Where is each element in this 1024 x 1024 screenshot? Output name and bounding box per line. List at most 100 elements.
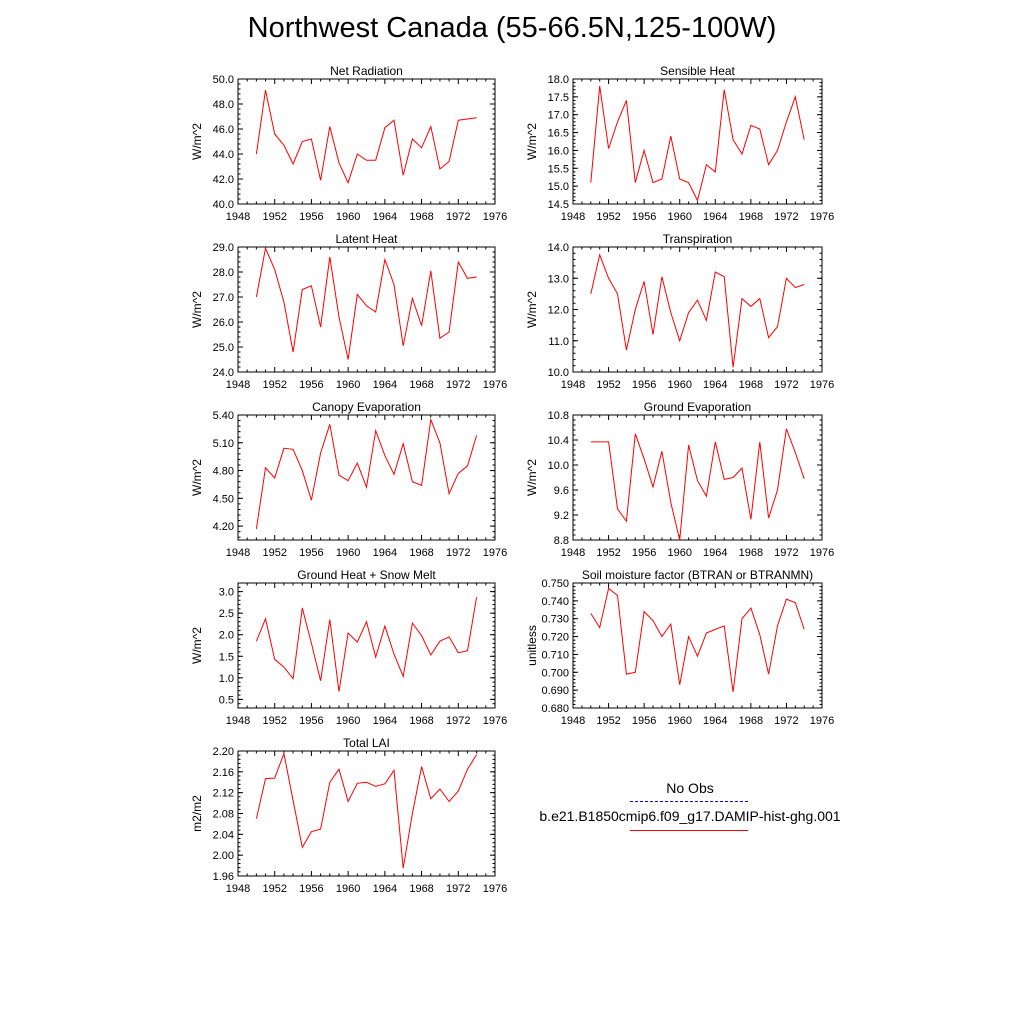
x-tick-label: 1964 xyxy=(703,547,727,559)
y-tick-label: 17.0 xyxy=(548,110,569,122)
y-tick-label: 0.750 xyxy=(541,578,569,590)
x-tick-label: 1964 xyxy=(373,883,397,895)
x-tick-label: 1976 xyxy=(483,211,507,223)
y-tick-label: 17.5 xyxy=(548,92,569,104)
y-axis-label: W/m^2 xyxy=(525,291,539,328)
y-tick-label: 0.710 xyxy=(541,649,569,661)
y-tick-label: 26.0 xyxy=(213,317,234,329)
x-tick-label: 1960 xyxy=(667,547,691,559)
x-tick-label: 1972 xyxy=(446,715,470,727)
y-tick-label: 40.0 xyxy=(213,199,234,211)
x-tick-label: 1968 xyxy=(739,379,763,391)
x-tick-label: 1964 xyxy=(703,379,727,391)
y-tick-label: 1.5 xyxy=(219,651,234,663)
chart-panel-3: Latent Heat W/m^2 1948 1952 1956 1960 1964 1968… xyxy=(190,232,507,391)
chart-panel-6: Ground Evaporation W/m^2 1948 1952 1956 1960 1… xyxy=(525,400,834,559)
y-tick-label: 27.0 xyxy=(213,292,234,304)
x-tick-label: 1972 xyxy=(774,211,798,223)
x-tick-label: 1956 xyxy=(299,379,323,391)
x-tick-label: 1960 xyxy=(336,379,360,391)
chart-panel-2: Sensible Heat W/m^2 1948 1952 1956 1960 1964 19… xyxy=(525,64,834,223)
plot-frame xyxy=(237,78,496,205)
y-tick-label: 2.16 xyxy=(213,767,234,779)
x-tick-label: 1948 xyxy=(561,715,585,727)
series-line xyxy=(255,246,477,360)
y-tick-label: 10.4 xyxy=(548,435,569,447)
y-tick-label: 12.0 xyxy=(548,305,569,317)
y-tick-label: 2.0 xyxy=(219,630,234,642)
plot-frame xyxy=(572,582,823,709)
x-tick-label: 1968 xyxy=(409,379,433,391)
y-tick-label: 0.720 xyxy=(541,632,569,644)
x-tick-label: 1972 xyxy=(774,547,798,559)
x-tick-label: 1964 xyxy=(703,211,727,223)
y-tick-label: 14.0 xyxy=(548,242,569,254)
y-axis-label: unitless xyxy=(525,625,539,666)
y-tick-label: 4.50 xyxy=(213,493,234,505)
y-tick-label: 18.0 xyxy=(548,74,569,86)
chart-panel-1: Net Radiation W/m^2 1948 1952 1956 1960 1964 19… xyxy=(190,64,507,223)
series-line xyxy=(255,417,478,529)
series-line xyxy=(590,587,805,692)
y-axis-label: W/m^2 xyxy=(190,627,204,664)
panel-title: Canopy Evaporation xyxy=(312,400,421,414)
y-tick-label: 2.5 xyxy=(219,608,234,620)
y-tick-label: 29.0 xyxy=(213,242,234,254)
plot-frame xyxy=(572,246,823,373)
y-tick-label: 25.0 xyxy=(213,342,234,354)
y-tick-label: 11.0 xyxy=(548,336,569,348)
y-tick-label: 1.0 xyxy=(219,673,234,685)
x-tick-label: 1960 xyxy=(667,379,691,391)
chart-panel-4: Transpiration W/m^2 1948 1952 1956 1960 1964 19… xyxy=(525,232,834,391)
x-tick-label: 1948 xyxy=(226,715,250,727)
y-tick-label: 4.80 xyxy=(213,466,234,478)
x-tick-label: 1952 xyxy=(262,379,286,391)
y-tick-label: 15.5 xyxy=(548,163,569,175)
panel-title: Net Radiation xyxy=(330,64,403,78)
x-tick-label: 1956 xyxy=(299,547,323,559)
y-tick-label: 16.5 xyxy=(548,128,569,140)
panel-title: Sensible Heat xyxy=(660,64,735,78)
y-tick-label: 10.8 xyxy=(548,410,569,422)
x-tick-label: 1952 xyxy=(262,883,286,895)
y-tick-label: 10.0 xyxy=(548,367,569,379)
x-tick-label: 1976 xyxy=(810,211,834,223)
chart-panel-5: Canopy Evaporation W/m^2 1948 1952 1956 1960 1… xyxy=(190,400,507,559)
y-tick-label: 44.0 xyxy=(213,149,234,161)
x-tick-label: 1964 xyxy=(373,715,397,727)
x-tick-label: 1952 xyxy=(596,715,620,727)
panel-title: Total LAI xyxy=(343,736,390,750)
x-tick-label: 1956 xyxy=(632,547,656,559)
x-tick-label: 1960 xyxy=(336,883,360,895)
x-tick-label: 1960 xyxy=(336,547,360,559)
x-tick-label: 1968 xyxy=(739,715,763,727)
x-tick-label: 1972 xyxy=(446,883,470,895)
series-line xyxy=(590,428,805,541)
y-tick-label: 0.740 xyxy=(541,596,569,608)
y-tick-label: 2.08 xyxy=(213,809,234,821)
legend-model-label: b.e21.B1850cmip6.f09_g17.DAMIP-hist-ghg.… xyxy=(539,808,841,824)
x-tick-label: 1956 xyxy=(632,715,656,727)
panel-title: Latent Heat xyxy=(335,232,398,246)
y-tick-label: 0.690 xyxy=(541,685,569,697)
plot-frame xyxy=(237,582,496,709)
x-tick-label: 1972 xyxy=(446,211,470,223)
y-tick-label: 1.96 xyxy=(213,871,234,883)
y-tick-label: 5.10 xyxy=(213,438,234,450)
x-tick-label: 1976 xyxy=(483,715,507,727)
panel-title: Ground Heat + Snow Melt xyxy=(297,568,436,582)
x-tick-label: 1956 xyxy=(632,379,656,391)
x-tick-label: 1960 xyxy=(336,715,360,727)
x-tick-label: 1968 xyxy=(739,211,763,223)
x-tick-label: 1976 xyxy=(810,379,834,391)
x-tick-label: 1964 xyxy=(373,379,397,391)
x-tick-label: 1976 xyxy=(810,547,834,559)
x-tick-label: 1976 xyxy=(483,547,507,559)
x-tick-label: 1948 xyxy=(561,547,585,559)
y-tick-label: 42.0 xyxy=(213,174,234,186)
legend-obs-line xyxy=(630,801,748,802)
x-tick-label: 1964 xyxy=(373,547,397,559)
x-tick-label: 1956 xyxy=(299,211,323,223)
x-tick-label: 1972 xyxy=(774,715,798,727)
x-tick-label: 1968 xyxy=(409,883,433,895)
